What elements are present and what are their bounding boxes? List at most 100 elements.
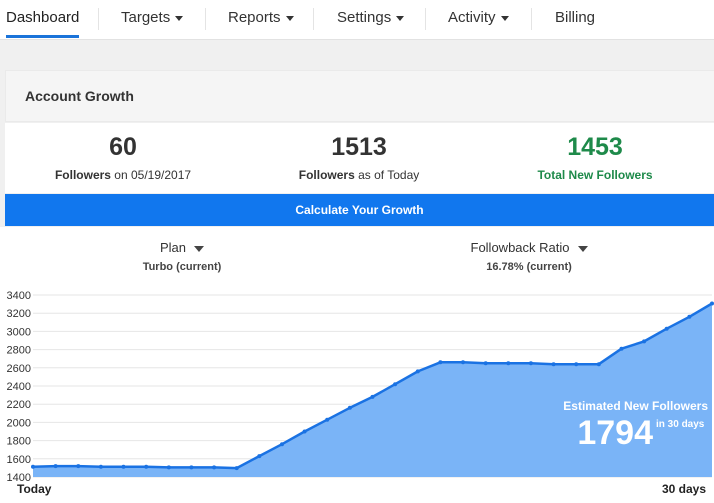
followback-control: Followback Ratio 16.78% (current): [409, 240, 649, 273]
card-title: Account Growth: [25, 88, 134, 104]
data-point: [234, 466, 239, 471]
data-point: [483, 361, 488, 366]
y-tick-label: 2400: [7, 381, 31, 393]
nav-billing[interactable]: Billing: [555, 0, 595, 38]
data-point: [144, 464, 149, 469]
followback-value: 16.78% (current): [486, 261, 572, 273]
stat-followers-start: 60 Followers on 05/19/2017: [5, 123, 241, 182]
stat-value: 60: [109, 133, 137, 161]
plan-value: Turbo (current): [142, 261, 222, 273]
y-tick-label: 3200: [7, 308, 31, 320]
x-end-label: 30 days: [662, 482, 707, 496]
nav-targets[interactable]: Targets: [121, 0, 184, 38]
data-point: [257, 454, 262, 459]
data-point: [596, 362, 601, 367]
plan-dropdown-label: Plan: [159, 240, 187, 255]
data-point: [461, 360, 465, 365]
data-point: [370, 394, 375, 399]
data-point: [98, 464, 103, 469]
nav-reports-label: Reports: [228, 9, 281, 26]
x-start-label: Today: [17, 482, 52, 496]
caret-down-icon: [285, 15, 294, 21]
y-tick-label: 1800: [7, 436, 31, 448]
y-tick-label: 1400: [7, 472, 31, 484]
caret-down-icon: [577, 245, 588, 252]
nav-divider: [205, 8, 206, 30]
nav-billing-label: Billing: [555, 9, 596, 26]
y-tick-label: 2200: [7, 399, 31, 411]
data-point: [302, 429, 307, 434]
nav-divider: [98, 8, 99, 30]
data-point: [438, 360, 443, 365]
stat-label-bold: Total New Followers: [537, 168, 653, 182]
growth-chart: 1400 1600 1800 2000 2200 2400 2600 2800 3000 3200…: [0, 289, 714, 503]
estimate-overlay: Estimated New Followers 1794 in 30 days: [563, 399, 708, 451]
top-nav: Dashboard Targets Reports Settings Activ…: [0, 0, 714, 40]
data-point: [121, 464, 126, 469]
stat-label-rest: as of Today: [354, 168, 420, 182]
data-point: [280, 442, 284, 447]
data-point: [664, 326, 669, 331]
nav-activity-label: Activity: [448, 9, 496, 26]
nav-activity[interactable]: Activity: [448, 0, 509, 38]
data-point: [166, 465, 171, 470]
y-tick-label: 3400: [7, 290, 31, 302]
data-point: [31, 464, 35, 469]
y-tick-label: 2000: [7, 417, 31, 429]
stat-followers-today: 1513 Followers as of Today: [241, 123, 477, 182]
data-point: [687, 314, 692, 319]
followback-dropdown[interactable]: Followback Ratio: [409, 240, 649, 255]
data-point: [642, 339, 647, 344]
data-point: [528, 361, 533, 366]
data-point: [551, 362, 556, 367]
caret-down-icon: [396, 15, 405, 21]
stat-total-new: 1453 Total New Followers: [477, 123, 713, 182]
estimate-title: Estimated New Followers: [563, 399, 708, 413]
data-point: [347, 405, 352, 410]
data-point: [53, 464, 58, 469]
data-point: [212, 465, 217, 470]
followback-dropdown-label: Followback Ratio: [470, 240, 570, 255]
nav-reports[interactable]: Reports: [228, 0, 294, 38]
chart-controls: Plan Turbo (current) Followback Ratio 16…: [0, 227, 714, 289]
nav-dashboard[interactable]: Dashboard: [6, 0, 80, 38]
y-tick-label: 2800: [7, 345, 31, 357]
y-tick-label: 3000: [7, 326, 31, 338]
nav-dashboard-label: Dashboard: [6, 9, 80, 26]
stats-row: 60 Followers on 05/19/2017 1513 Follower…: [5, 123, 714, 193]
card-header: Account Growth: [5, 70, 714, 122]
growth-chart-svg: 1400 1600 1800 2000 2200 2400 2600 2800 3000 3200…: [7, 290, 714, 484]
stat-label: Followers as of Today: [241, 168, 477, 182]
stat-label-rest: on 05/19/2017: [110, 168, 192, 182]
nav-divider: [531, 8, 532, 30]
stat-value: 1513: [331, 133, 387, 161]
plan-dropdown[interactable]: Plan: [62, 240, 302, 255]
y-tick-label: 1600: [7, 454, 31, 466]
stat-value: 1453: [567, 133, 623, 161]
stat-label-bold: Followers: [298, 168, 355, 182]
nav-settings-label: Settings: [337, 9, 392, 26]
stat-label-bold: Followers: [54, 168, 111, 182]
caret-down-icon: [175, 15, 184, 21]
data-point: [393, 382, 398, 387]
data-point: [76, 464, 81, 469]
stat-label: Followers on 05/19/2017: [5, 168, 241, 182]
data-point: [189, 465, 194, 470]
stat-label: Total New Followers: [477, 168, 713, 182]
data-point: [325, 417, 330, 422]
area-fill: [33, 303, 712, 477]
nav-settings[interactable]: Settings: [337, 0, 405, 38]
calculate-growth-button[interactable]: Calculate Your Growth: [5, 194, 714, 226]
caret-down-icon: [194, 245, 205, 252]
estimate-row: 1794 in 30 days: [563, 415, 708, 451]
y-tick-label: 2600: [7, 363, 31, 375]
data-point: [574, 362, 579, 367]
nav-divider: [313, 8, 314, 30]
caret-down-icon: [500, 15, 509, 21]
nav-divider: [425, 8, 426, 30]
estimate-value: 1794: [577, 414, 653, 452]
data-point: [506, 361, 511, 366]
data-point: [710, 301, 714, 306]
estimate-unit: in 30 days: [656, 419, 705, 430]
plan-control: Plan Turbo (current): [62, 240, 302, 273]
